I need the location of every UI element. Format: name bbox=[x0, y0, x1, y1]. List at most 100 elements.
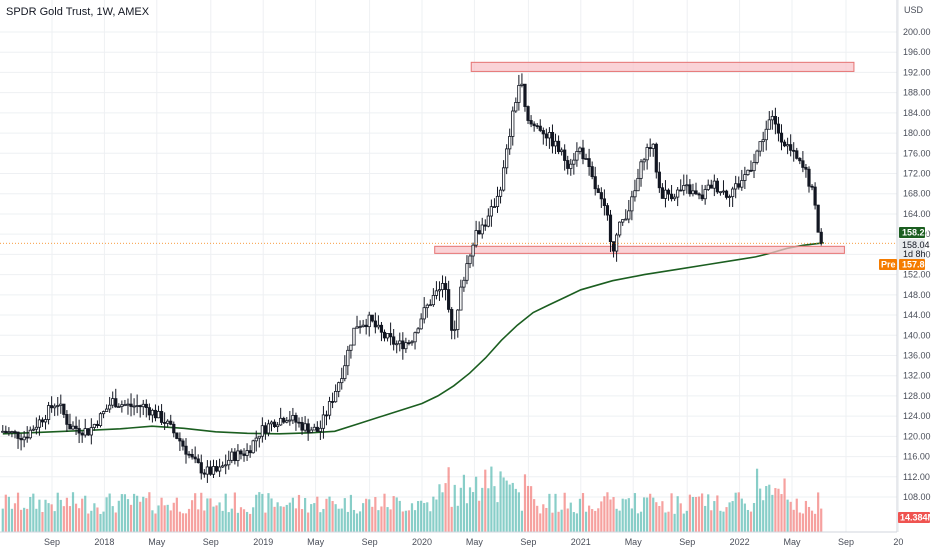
candle-body bbox=[663, 189, 668, 199]
volume-bar bbox=[697, 496, 701, 532]
volume-bar bbox=[484, 469, 487, 532]
current-price-badge bbox=[899, 239, 925, 259]
volume-bar bbox=[649, 493, 652, 532]
volume-bar bbox=[212, 506, 215, 532]
volume-bar bbox=[337, 508, 340, 532]
candle-body bbox=[590, 166, 594, 178]
candle-body bbox=[245, 450, 249, 456]
volume-bar bbox=[759, 488, 762, 532]
candle-body bbox=[691, 190, 695, 195]
volume-bar bbox=[508, 484, 511, 532]
candle-body bbox=[251, 440, 255, 454]
volume-bar bbox=[539, 513, 542, 532]
volume-bar bbox=[404, 510, 407, 532]
candle-body bbox=[556, 140, 561, 153]
moving-average bbox=[2, 242, 824, 435]
candle-body bbox=[526, 106, 530, 121]
last-price-value: 158.21 bbox=[902, 228, 930, 238]
volume-bar bbox=[105, 497, 108, 532]
volume-bar bbox=[245, 511, 249, 532]
time-axis[interactable]: Sep 2018 May Sep 2019 May Sep 2020 May Sep 2021 May… bbox=[44, 537, 903, 547]
volume-bar bbox=[578, 498, 582, 532]
volume-bar bbox=[572, 512, 575, 532]
candle-body bbox=[514, 102, 518, 112]
candle-body bbox=[4, 430, 8, 434]
candle-body bbox=[569, 163, 573, 169]
volume-bar bbox=[221, 510, 224, 532]
volume-bar bbox=[178, 511, 181, 532]
candle-body bbox=[31, 428, 35, 431]
candle-body bbox=[471, 244, 475, 257]
volume-bar bbox=[392, 496, 395, 532]
candle-body bbox=[804, 167, 808, 170]
volume-bar bbox=[126, 499, 130, 532]
volume-bar bbox=[438, 484, 441, 532]
volume-bar bbox=[50, 504, 53, 532]
candle-body bbox=[71, 425, 75, 430]
candle-body bbox=[7, 431, 11, 434]
candle-body bbox=[538, 125, 542, 131]
candle-body bbox=[639, 161, 643, 179]
candle-body bbox=[792, 149, 796, 152]
y-tick-label: 164.00 bbox=[903, 209, 931, 219]
volume-bar bbox=[667, 511, 670, 532]
candle-body bbox=[10, 431, 14, 433]
candle-body bbox=[660, 187, 665, 199]
candle-body bbox=[621, 219, 625, 223]
volume-bar bbox=[206, 498, 209, 532]
candle-body bbox=[86, 428, 90, 436]
volume-bar bbox=[139, 501, 142, 532]
volume-bar bbox=[426, 502, 429, 532]
volume-bar bbox=[53, 511, 56, 532]
volume-bar bbox=[755, 468, 759, 532]
candle-body bbox=[242, 453, 246, 456]
volume-bar bbox=[468, 487, 472, 532]
candle-body bbox=[740, 180, 744, 188]
candle-body bbox=[105, 408, 109, 412]
candle-body bbox=[318, 427, 322, 432]
volume-bar bbox=[197, 509, 200, 532]
candle-body bbox=[685, 184, 689, 187]
candle-body bbox=[16, 431, 20, 439]
volume-bar bbox=[285, 504, 288, 532]
candle-body bbox=[801, 160, 805, 168]
candle-body bbox=[43, 419, 48, 423]
volume-bar bbox=[279, 506, 282, 532]
candle-body bbox=[581, 147, 585, 160]
candle-body bbox=[330, 401, 335, 403]
volume-bar bbox=[114, 512, 117, 532]
volume-bar bbox=[169, 510, 172, 532]
candle-body bbox=[169, 420, 173, 425]
candle-body bbox=[697, 193, 701, 196]
volume-bar bbox=[276, 502, 279, 532]
candle-body bbox=[718, 191, 723, 194]
candle-body bbox=[535, 125, 539, 128]
candle-body bbox=[776, 123, 781, 134]
volume-bar bbox=[813, 513, 817, 532]
volume-bar bbox=[606, 492, 609, 532]
volume-bar bbox=[56, 492, 59, 532]
resistance-zone[interactable] bbox=[470, 61, 855, 72]
candle-body bbox=[248, 450, 252, 454]
volume-bar bbox=[90, 510, 93, 532]
candle-body bbox=[410, 341, 414, 344]
candle-body bbox=[269, 421, 274, 425]
y-tick-label: 188.00 bbox=[903, 88, 931, 98]
volume-bar bbox=[664, 512, 667, 532]
volume-bar bbox=[227, 512, 230, 532]
x-tick-label: 2021 bbox=[571, 537, 591, 547]
candle-body bbox=[810, 185, 814, 188]
candle-body bbox=[517, 85, 521, 103]
candle-body bbox=[813, 186, 817, 206]
candle-body bbox=[364, 324, 368, 328]
candle-body bbox=[758, 141, 762, 152]
candle-body bbox=[541, 130, 545, 135]
x-tick-label: Sep bbox=[203, 537, 219, 547]
support-zone[interactable] bbox=[434, 245, 845, 254]
volume-bar bbox=[490, 466, 493, 532]
volume-bar bbox=[481, 487, 484, 532]
volume-bar bbox=[658, 505, 661, 532]
volume-bar bbox=[230, 508, 233, 532]
